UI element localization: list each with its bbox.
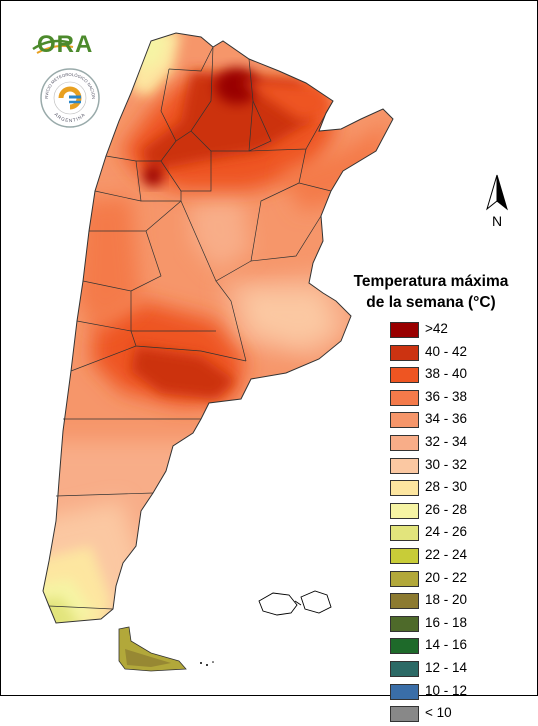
- legend-label: 36 - 38: [425, 388, 468, 404]
- legend-label: < 10: [425, 705, 452, 721]
- legend-item: < 10: [390, 703, 530, 726]
- legend-item: 24 - 26: [390, 522, 530, 545]
- legend-swatch: [390, 344, 419, 361]
- legend-swatch: [390, 570, 419, 587]
- malvinas-islands: [258, 590, 332, 616]
- north-arrow-icon: [486, 174, 508, 211]
- legend-swatch: [390, 480, 419, 497]
- ora-swoosh-icon: [32, 39, 74, 54]
- legend-items: >42 40 - 42 38 - 40 36 - 38 34 - 36 32 - 34 30…: [390, 319, 530, 726]
- province-boundaries: [42, 32, 394, 624]
- smn-seal: SERVICIO METEOROLÓGICO NACIONAL ARGENTIN…: [38, 63, 101, 129]
- legend-label: 26 - 28: [425, 501, 468, 517]
- legend-label: 18 - 20: [425, 592, 468, 608]
- legend-label: 40 - 42: [425, 343, 468, 359]
- legend-swatch: [390, 322, 419, 338]
- legend-item: 20 - 22: [390, 568, 530, 591]
- legend-item: 12 - 14: [390, 658, 530, 681]
- tierra-del-fuego: [118, 626, 187, 672]
- ora-logo-text: ORA: [37, 31, 94, 58]
- legend-label: 20 - 22: [425, 569, 468, 585]
- legend-swatch: [390, 389, 419, 406]
- legend-item: 14 - 16: [390, 635, 530, 658]
- legend-swatch: [390, 434, 419, 451]
- legend-swatch: [390, 547, 419, 564]
- legend-item: 22 - 24: [390, 545, 530, 568]
- legend-swatch: [390, 367, 419, 384]
- legend-item: 28 - 30: [390, 477, 530, 500]
- legend-swatch: [390, 706, 419, 723]
- small-islands: [200, 661, 214, 666]
- legend-label: 28 - 30: [425, 479, 468, 495]
- legend-swatch: [390, 615, 419, 632]
- legend-item: 30 - 32: [390, 455, 530, 478]
- legend-label: 38 - 40: [425, 366, 468, 382]
- legend-swatch: [390, 593, 419, 610]
- legend-item: 26 - 28: [390, 500, 530, 523]
- legend-label: 10 - 12: [425, 682, 468, 698]
- legend-item: 40 - 42: [390, 342, 530, 365]
- legend-title: Temperatura máxima de la semana (°C): [331, 271, 531, 313]
- legend-label: 14 - 16: [425, 637, 468, 653]
- legend-swatch: [390, 660, 419, 677]
- legend-item: 32 - 34: [390, 432, 530, 455]
- legend-label: >42: [425, 321, 448, 336]
- legend-item: 36 - 38: [390, 387, 530, 410]
- smn-seal-icon: SERVICIO METEOROLÓGICO NACIONAL ARGENTIN…: [38, 63, 100, 128]
- argentina-temperature-map: [42, 32, 394, 672]
- legend-swatch: [390, 457, 419, 474]
- legend-item: 34 - 36: [390, 409, 530, 432]
- north-label: N: [491, 213, 503, 229]
- legend-swatch: [390, 683, 419, 700]
- legend-swatch: [390, 502, 419, 519]
- north-arrow: N: [479, 173, 515, 231]
- legend-item: 10 - 12: [390, 681, 530, 704]
- legend-title-line1: Temperatura máxima: [353, 273, 509, 290]
- legend-label: 22 - 24: [425, 546, 468, 562]
- legend-title-line2: de la semana (°C): [366, 294, 496, 311]
- legend-label: 16 - 18: [425, 614, 468, 630]
- legend-label: 34 - 36: [425, 411, 468, 427]
- ora-logo: ORA: [31, 29, 111, 61]
- legend: Temperatura máxima de la semana (°C) >42…: [331, 271, 531, 723]
- legend-item: 18 - 20: [390, 590, 530, 613]
- legend-swatch: [390, 525, 419, 542]
- legend-item: 16 - 18: [390, 613, 530, 636]
- legend-swatch: [390, 412, 419, 429]
- legend-label: 32 - 34: [425, 433, 468, 449]
- legend-item: >42: [390, 319, 530, 342]
- legend-label: 12 - 14: [425, 659, 468, 675]
- legend-label: 24 - 26: [425, 524, 468, 540]
- legend-swatch: [390, 638, 419, 655]
- legend-label: 30 - 32: [425, 456, 468, 472]
- legend-item: 38 - 40: [390, 364, 530, 387]
- logos: ORA SERVICIO METEOROLÓGICO NACIONAL ARGE…: [31, 29, 111, 139]
